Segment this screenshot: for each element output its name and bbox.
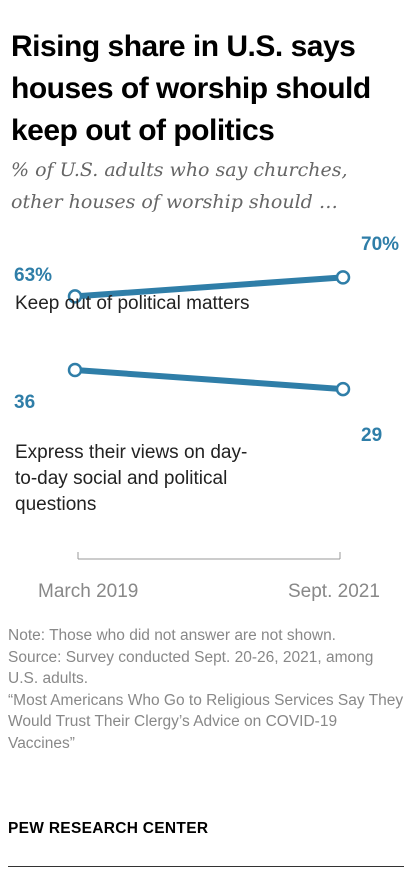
data-point-express-views-1 <box>335 381 351 397</box>
bottom-divider <box>8 866 404 867</box>
data-point-keep-out-0 <box>67 289 83 304</box>
data-point-express-views-0 <box>67 362 83 378</box>
chart-title: Rising share in U.S. says houses of wors… <box>11 30 371 147</box>
series-label-express-views: Express their views on day-to-day social… <box>15 442 248 515</box>
source-text: Source: Survey conducted Sept. 20-26, 20… <box>8 648 374 688</box>
value-label-keep-out-2019: 63% <box>14 265 53 286</box>
series-line-express-views <box>72 367 346 393</box>
report-title-text: “Most Americans Who Go to Religious Serv… <box>8 691 404 752</box>
chart-notes: Note: Those who did not answer are not s… <box>8 625 404 754</box>
value-label-express-2019: 36 <box>14 392 36 413</box>
line-chart <box>67 270 351 560</box>
series-layer <box>67 270 351 397</box>
x-tick-label-march-2019: March 2019 <box>38 581 139 602</box>
series-line-keep-out <box>72 274 346 300</box>
data-point-keep-out-1 <box>335 270 351 285</box>
note-text: Note: Those who did not answer are not s… <box>8 627 336 644</box>
value-label-keep-out-2021: 70% <box>361 234 400 255</box>
value-label-express-2021: 29 <box>361 425 383 446</box>
series-label-keep-out: Keep out of political matters <box>15 293 250 314</box>
pew-research-center-logo: PEW RESEARCH CENTER <box>8 820 209 837</box>
chart-subtitle: % of U.S. adults who say churches, other… <box>11 159 348 213</box>
x-tick-label-sept-2021: Sept. 2021 <box>288 581 380 602</box>
